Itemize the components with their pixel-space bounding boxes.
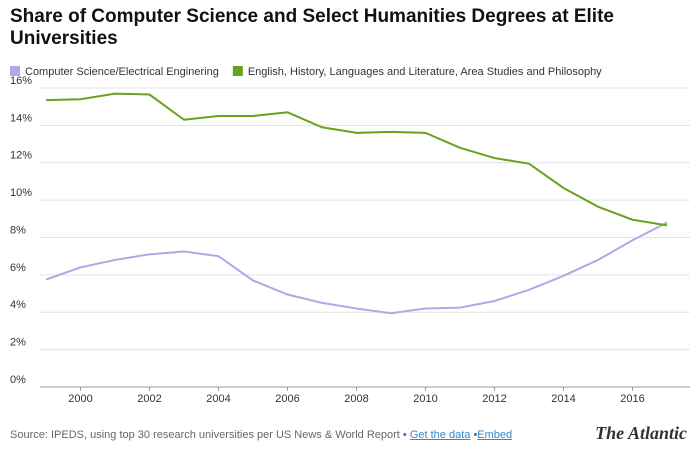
series-line	[45, 92, 668, 227]
y-tick-label: 10%	[10, 187, 32, 199]
x-tick-label: 2014	[551, 393, 575, 405]
x-tick-label: 2010	[413, 393, 437, 405]
x-tick-label: 2016	[620, 393, 644, 405]
x-tick-label: 2000	[68, 393, 92, 405]
y-tick-label: 0%	[10, 374, 26, 386]
x-tick-label: 2002	[137, 393, 161, 405]
series-line	[45, 221, 668, 315]
logo: The Atlantic	[595, 423, 687, 443]
footer: Source: IPEDS, using top 30 research uni…	[10, 429, 512, 441]
x-tick-label: 2008	[344, 393, 368, 405]
y-tick-label: 6%	[10, 262, 26, 274]
separator: •	[473, 429, 478, 441]
legend-swatch	[10, 66, 20, 76]
chart-title: Share of Computer Science and Select Hum…	[10, 6, 614, 49]
legend-swatch	[232, 66, 243, 76]
y-tick-label: 16%	[10, 75, 32, 87]
legend-label: Computer Science/Electrical Enginering	[25, 66, 219, 78]
data-link[interactable]: Get the data	[409, 429, 471, 441]
y-tick-label: 2%	[10, 337, 26, 349]
chart: Computer Science/Electrical Enginering En…	[10, 66, 690, 405]
x-tick-label: 2012	[482, 393, 506, 405]
y-tick-label: 12%	[10, 150, 32, 162]
x-tick-label: 2004	[206, 393, 230, 405]
embed-link[interactable]: Embed	[477, 429, 513, 441]
source: Source: IPEDS, using top 30 research uni…	[10, 429, 407, 441]
legend-label: English, History, Languages and Literatu…	[248, 66, 602, 78]
y-tick-label: 8%	[10, 224, 26, 236]
y-tick-label: 4%	[10, 299, 26, 311]
y-tick-label: 14%	[10, 112, 32, 124]
x-tick-label: 2006	[275, 393, 299, 405]
